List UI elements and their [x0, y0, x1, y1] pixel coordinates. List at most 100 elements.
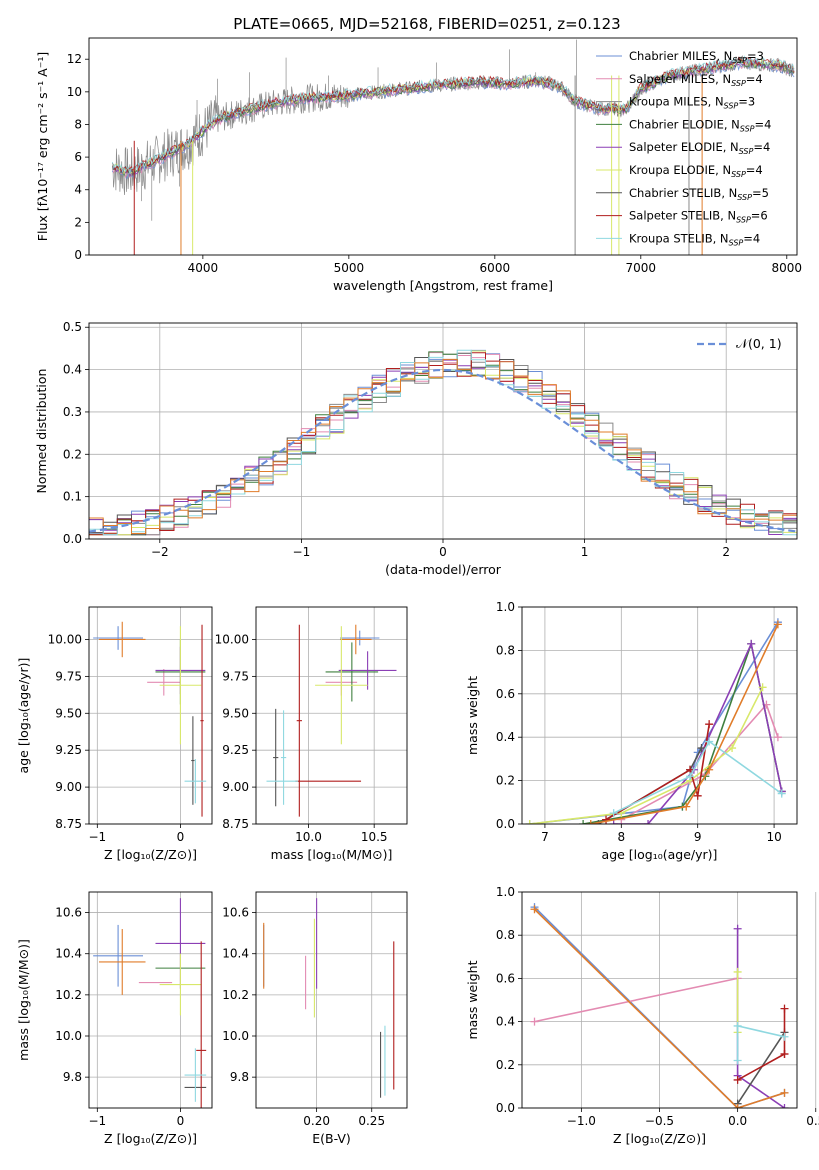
y-tick-label: 2	[74, 215, 82, 229]
y-tick-label: 0.8	[496, 643, 515, 657]
weight-point-marker	[586, 820, 595, 824]
weight-point-marker	[733, 1104, 742, 1108]
y-tick-label: 9.75	[55, 669, 82, 683]
legend-label: Kroupa MILES, NSSP=3	[629, 95, 755, 111]
weight-point-marker	[773, 733, 782, 742]
weight-point-marker	[728, 744, 737, 753]
x-tick-label: 1	[581, 545, 589, 559]
x-tick-label: 0.0	[728, 1114, 747, 1128]
legend-label: Kroupa STELIB, NSSP=4	[629, 231, 760, 247]
x-tick-label: 0	[177, 1114, 185, 1128]
y-tick-label: 4	[74, 183, 82, 197]
axes-frame	[255, 606, 408, 825]
x-tick-label: −1.0	[567, 1114, 596, 1128]
legend-label: Kroupa ELODIE, NSSP=4	[629, 163, 763, 179]
y-tick-label: 0.2	[496, 1058, 515, 1072]
grid-lines	[522, 891, 817, 1109]
weight-series-line	[736, 1031, 786, 1105]
y-tick-label: 0	[74, 248, 82, 262]
weight_vs_age-panel: 7 8 9 10 0.0 0.2 0.4 0.6 0.8 1.0 age [log₁₀(age/yr…	[465, 600, 798, 862]
y-tick-label: 10.2	[222, 988, 249, 1002]
weight-point-marker	[609, 820, 618, 824]
weight-point-marker	[773, 620, 782, 629]
y-tick-label: 10.00	[215, 632, 249, 646]
x-tick-label: 8	[617, 830, 625, 844]
x-tick-label: 4000	[188, 261, 219, 275]
weight-point-marker	[758, 683, 767, 692]
x-tick-label: 10.5	[361, 830, 388, 844]
plot-area	[112, 39, 795, 255]
y-axis-label: mass [log₁₀(M/M⊙)]	[16, 939, 31, 1061]
y-tick-label: 0.6	[496, 971, 515, 985]
y-tick-label: 0.2	[63, 447, 82, 461]
x-axis-label: Z [log₁₀(Z/Z⊙)]	[104, 1131, 197, 1146]
y-tick-label: 0.4	[63, 363, 82, 377]
y-tick-label: 10.4	[222, 947, 249, 961]
weight-series-line	[534, 977, 738, 1023]
legend-label: Salpeter MILES, NSSP=4	[629, 72, 763, 88]
spectrum-legend: Chabrier MILES, NSSP=3 Salpeter MILES, NS…	[596, 49, 771, 247]
legend-label: Chabrier MILES, NSSP=3	[629, 49, 764, 65]
x-tick-label: −1	[88, 1114, 106, 1128]
weight-point-marker	[780, 1032, 789, 1041]
grid-lines	[256, 607, 407, 825]
weight-point-marker	[682, 802, 691, 811]
y-axis-label: Flux [fλ10⁻¹⁷ erg cm⁻² s⁻¹ A⁻¹]	[35, 52, 50, 241]
weight-point-marker	[602, 815, 611, 824]
histogram-chabrier-elodie	[89, 351, 797, 536]
axes-frame	[88, 322, 798, 540]
x-tick-label: 10	[766, 830, 781, 844]
weight-point-marker	[733, 1056, 742, 1065]
weight-series-line	[736, 928, 785, 1108]
y-tick-label: 6	[74, 150, 82, 164]
weight-series-line	[590, 624, 779, 824]
y-tick-label: 0.3	[63, 405, 82, 419]
y-tick-label: 10.6	[55, 906, 82, 920]
weight_vs_Z-panel: −1.0 −0.5 0.0 0.5 0.0 0.2 0.4 0.6 0.8 1.0 Z [log₁₀…	[465, 885, 819, 1146]
legend-label: Chabrier STELIB, NSSP=5	[629, 186, 769, 202]
y-tick-label: 0.0	[496, 817, 515, 831]
y-tick-label: 0.8	[496, 928, 515, 942]
weight-series-line	[737, 1008, 786, 1081]
y-tick-label: 9.75	[222, 669, 249, 683]
y-axis-label: mass weight	[465, 960, 480, 1039]
x-tick-label: 2	[722, 545, 730, 559]
weight-point-marker	[777, 789, 786, 798]
model-line-kroupa-stelib	[112, 55, 795, 175]
weight-point-marker	[705, 765, 714, 774]
weight-point-marker	[733, 1075, 742, 1084]
plot-area	[93, 621, 207, 817]
y-axis-label: mass weight	[465, 676, 480, 755]
y-tick-label: 1.0	[496, 885, 515, 899]
weight-point-marker	[780, 1004, 789, 1013]
y-tick-label: 12	[67, 52, 82, 66]
x-tick-label: 7000	[626, 261, 657, 275]
x-tick-label: 0.5	[806, 1114, 819, 1128]
y-tick-label: 10.4	[55, 947, 82, 961]
legend-label: Salpeter STELIB, NSSP=6	[629, 209, 768, 225]
x-axis-label: E(B-V)	[312, 1131, 351, 1146]
y-tick-label: 0.0	[63, 532, 82, 546]
weight-point-marker	[747, 639, 756, 648]
axes-frame	[88, 891, 213, 1109]
axes-frame	[521, 891, 798, 1109]
y-tick-label: 10.0	[55, 1029, 82, 1043]
legend-label: Salpeter ELODIE, NSSP=4	[629, 140, 770, 156]
weight-series-line	[582, 640, 783, 824]
weight-point-marker	[594, 820, 603, 824]
normal-curve	[89, 368, 797, 533]
age_vs_Z-panel: −1 0 8.75 9.00 9.25 9.50 9.75 10.00 Z [log₁₀(Z/Z…	[16, 606, 213, 862]
y-tick-label: 10	[67, 85, 82, 99]
y-tick-label: 8.75	[222, 817, 249, 831]
weight-point-marker	[686, 772, 695, 781]
y-tick-label: 9.00	[55, 780, 82, 794]
x-tick-label: 6000	[480, 261, 511, 275]
plot-area	[93, 898, 207, 1108]
y-tick-label: 9.25	[55, 743, 82, 757]
weight-series-line	[533, 908, 785, 1108]
plot-area	[89, 349, 797, 536]
x-tick-label: 8000	[772, 261, 803, 275]
x-tick-label: −2	[151, 545, 169, 559]
y-tick-label: 0.2	[496, 774, 515, 788]
